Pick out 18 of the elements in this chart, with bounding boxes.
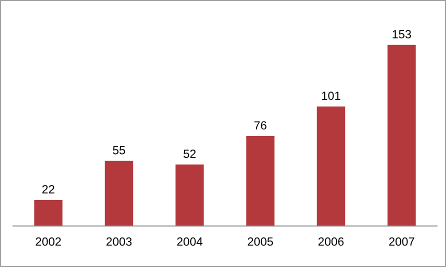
bar (246, 136, 274, 226)
data-label: 76 (254, 121, 266, 130)
data-label: 55 (112, 146, 126, 154)
bar (388, 44, 416, 226)
data-label: 52 (184, 150, 196, 158)
x-tick-label: 2004 (177, 237, 202, 246)
bar (316, 106, 346, 226)
bar (34, 200, 62, 226)
data-label: 22 (42, 185, 54, 194)
x-tick-label: 2007 (389, 237, 414, 246)
bar (104, 160, 134, 226)
x-tick-label: 2003 (106, 237, 132, 246)
bar (176, 164, 204, 226)
x-tick-label: 2006 (318, 237, 344, 246)
x-tick-label: 2002 (36, 237, 61, 246)
data-label: 153 (392, 30, 411, 38)
data-label: 101 (322, 92, 340, 100)
x-tick-label: 2005 (248, 237, 273, 246)
